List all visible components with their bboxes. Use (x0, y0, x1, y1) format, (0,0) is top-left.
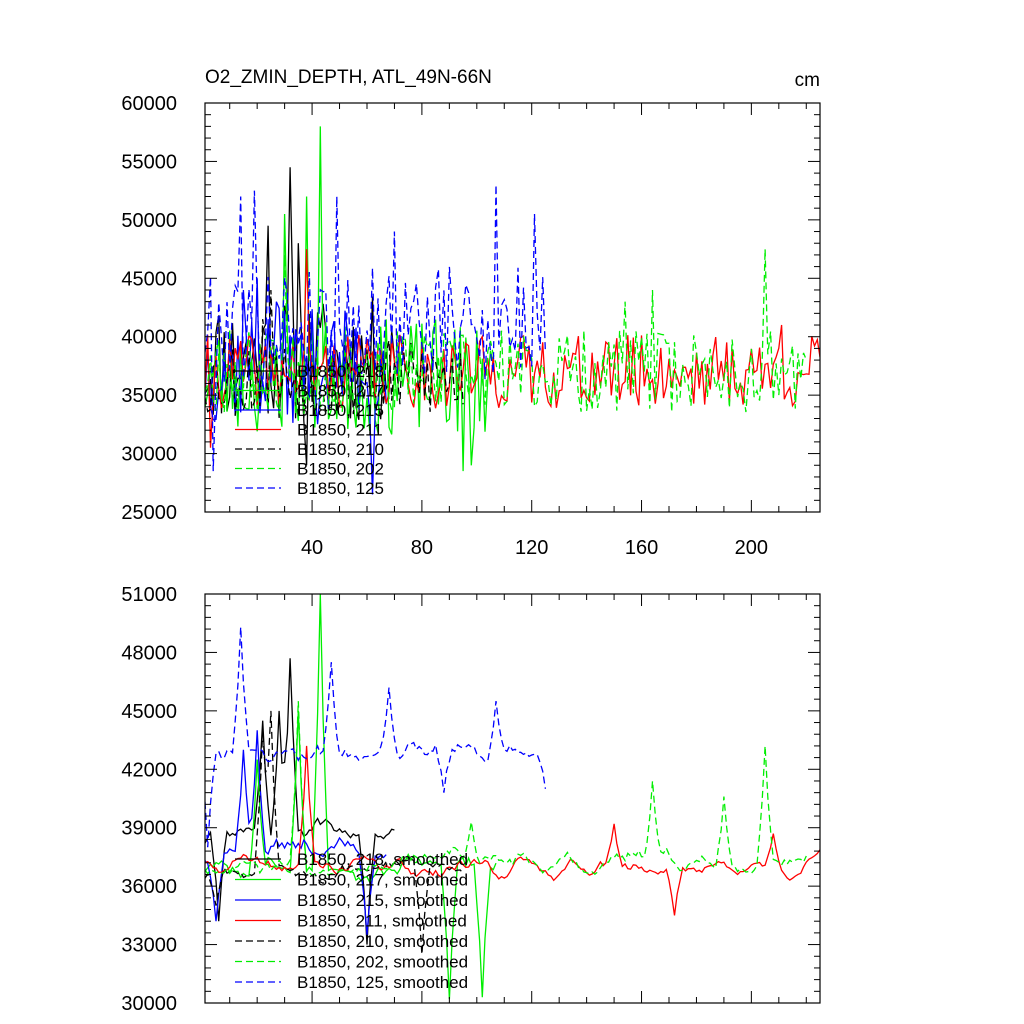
top-ytick-label-3: 40000 (121, 327, 177, 349)
bottom-legend-label-4: B1850, 210, smoothed (297, 932, 468, 951)
bottom-ytick-label-7: 51000 (121, 584, 177, 606)
bottom-panel-ticks: 30000 33000 36000 39000 42000 45000 48000 51000 (121, 584, 820, 1015)
top-series-6-line (205, 184, 547, 472)
top-series-5-line (205, 249, 807, 414)
bottom-series-2-line (205, 730, 387, 935)
top-legend-label-4: B1850, 210 (297, 440, 384, 459)
bottom-legend-label-1: B1850, 217, smoothed (297, 871, 468, 890)
top-legend-label-3: B1850, 211 (297, 421, 383, 440)
bottom-ytick-label-1: 33000 (121, 935, 177, 957)
bottom-panel: 30000 33000 36000 39000 42000 45000 48000 51000… (121, 584, 821, 1015)
top-ytick-label-1: 30000 (121, 444, 177, 466)
top-panel: O2_ZMIN_DEPTH, ATL_49N-66N cm 25000 30000… (121, 67, 821, 559)
bottom-panel-frame (204, 593, 821, 1004)
bottom-series-6-line (205, 627, 547, 848)
bottom-legend-label-6: B1850, 125, smoothed (297, 973, 468, 992)
top-xtick-label-3: 160 (625, 537, 658, 559)
bottom-legend-label-3: B1850, 211, smoothed (297, 912, 467, 931)
bottom-legend-label-0: B1850, 218, smoothed (297, 850, 468, 869)
top-panel-frame (204, 102, 821, 513)
bottom-series-5-line (205, 701, 807, 877)
top-legend-label-1: B1850, 217 (297, 382, 384, 401)
bottom-legend-label-2: B1850, 215, smoothed (297, 891, 468, 910)
bottom-legend-label-5: B1850, 202, smoothed (297, 953, 468, 972)
top-panel-units: cm (795, 70, 820, 91)
bottom-ytick-label-6: 48000 (121, 642, 177, 664)
top-xtick-label-2: 120 (515, 537, 548, 559)
bottom-ytick-label-2: 36000 (121, 876, 177, 898)
top-ytick-label-4: 45000 (121, 268, 177, 290)
bottom-ytick-label-5: 45000 (121, 701, 177, 723)
top-legend-label-6: B1850, 125 (297, 479, 384, 498)
top-ytick-label-6: 55000 (121, 151, 177, 173)
top-panel-ticks: 25000 30000 35000 40000 45000 50000 55000 60000… (121, 93, 820, 559)
top-xtick-label-0: 40 (301, 537, 323, 559)
top-legend-label-5: B1850, 202 (297, 460, 384, 479)
bottom-ytick-label-0: 30000 (121, 993, 177, 1015)
bottom-ytick-label-3: 39000 (121, 818, 177, 840)
top-ytick-label-2: 35000 (121, 385, 177, 407)
bottom-ytick-label-4: 42000 (121, 759, 177, 781)
bottom-series-4-line (205, 710, 464, 955)
top-xtick-label-1: 80 (411, 537, 433, 559)
top-ytick-label-0: 25000 (121, 502, 177, 524)
top-ytick-label-7: 60000 (121, 93, 177, 115)
top-xtick-label-4: 200 (735, 537, 768, 559)
top-legend-label-2: B1850, 215 (297, 401, 384, 420)
top-panel-title: O2_ZMIN_DEPTH, ATL_49N-66N (205, 67, 492, 88)
bottom-panel-series-group (205, 594, 820, 1000)
bottom-panel-legend: B1850, 218, smoothed B1850, 217, smoothed… (235, 850, 468, 992)
top-legend-label-0: B1850, 218 (297, 362, 384, 381)
bottom-series-3-line (205, 745, 820, 916)
top-ytick-label-5: 50000 (121, 210, 177, 232)
